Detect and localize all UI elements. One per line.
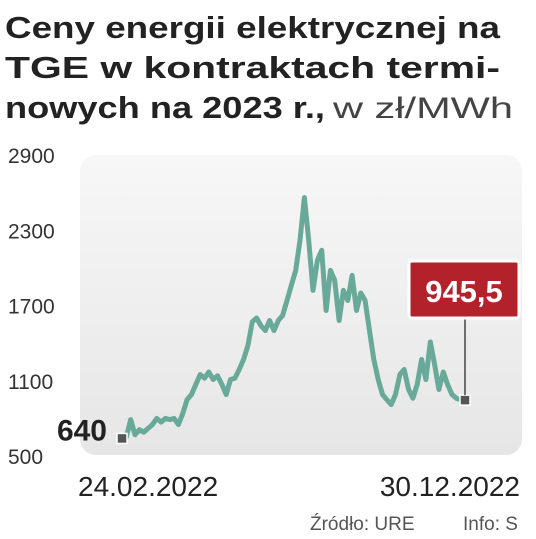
chart-title: nowych na 2023 r., bbox=[5, 90, 325, 125]
y-tick-label: 1700 bbox=[8, 296, 55, 319]
plot-background bbox=[80, 155, 522, 455]
y-tick-label: 1100 bbox=[8, 371, 53, 394]
y-tick-label: 500 bbox=[8, 446, 43, 469]
y-tick-label: 2300 bbox=[8, 220, 55, 243]
y-tick-label: 2900 bbox=[8, 145, 55, 168]
x-tick-label: 24.02.2022 bbox=[78, 471, 218, 502]
line bbox=[119, 195, 468, 441]
end-marker bbox=[459, 394, 471, 406]
end-label-box bbox=[407, 259, 521, 320]
chart-title: TGE w kontraktach termi- bbox=[5, 50, 500, 85]
end-label: 945,5 bbox=[425, 274, 503, 309]
source: Źródło: URE bbox=[310, 514, 415, 535]
x-tick-label: 30.12.2022 bbox=[380, 471, 520, 502]
info: Info: S bbox=[463, 514, 518, 535]
chart-title: Ceny energii elektrycznej na bbox=[5, 10, 501, 45]
end-marker bbox=[116, 432, 128, 445]
chart-subtitle: w zł/MWh bbox=[332, 92, 513, 125]
start-label: 640 bbox=[57, 414, 107, 447]
